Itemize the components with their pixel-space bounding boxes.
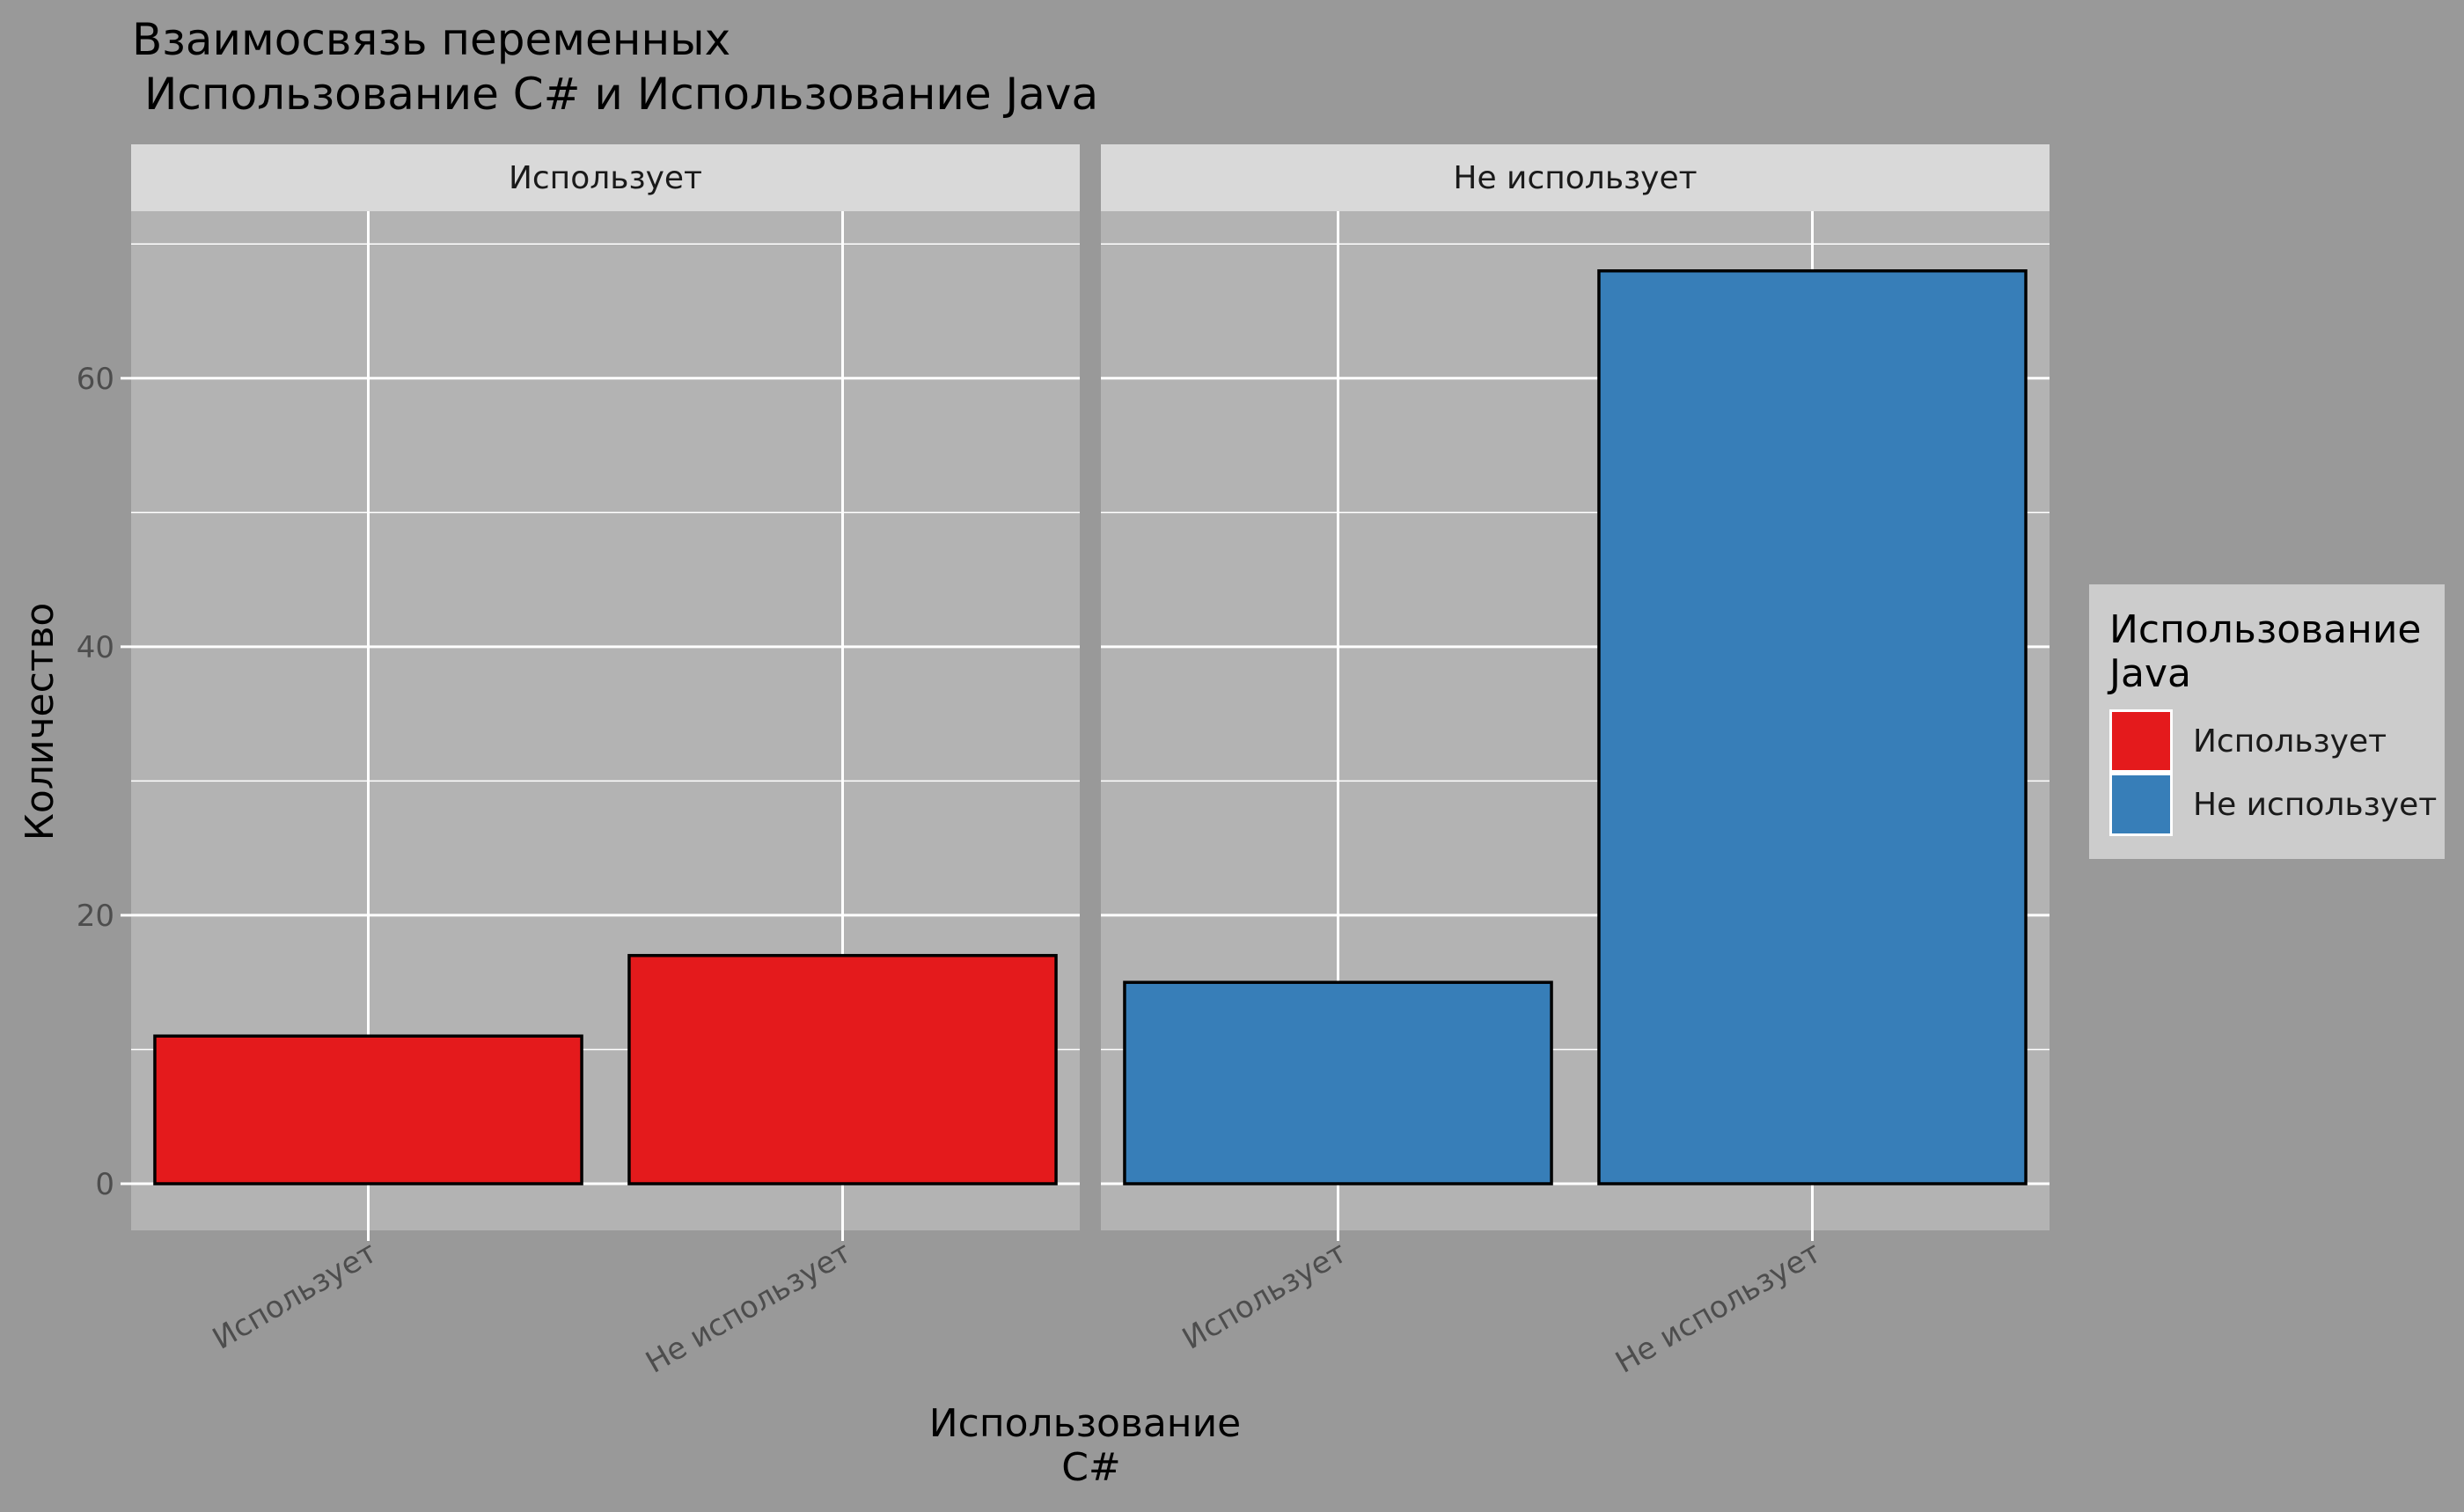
y-tick-label: 40: [77, 630, 114, 665]
legend-title: Использование Java: [2107, 607, 2434, 696]
y-tick-label: 20: [77, 899, 114, 934]
bar: [1123, 980, 1553, 1185]
y-axis-title: Количество: [18, 603, 62, 841]
legend-swatch: [2112, 775, 2170, 833]
facet-strip-label: Не использует: [1453, 160, 1697, 196]
bar: [1597, 269, 2028, 1185]
x-axis-title-line-1: Использование: [929, 1401, 1242, 1446]
chart-title-line-1: Взаимосвязь переменных: [132, 14, 730, 65]
y-tick-label: 0: [95, 1167, 114, 1202]
legend-entries: Использует Не использует: [2109, 709, 2437, 836]
legend-swatch: [2112, 712, 2170, 770]
chart-title: Взаимосвязь переменных Использование C# …: [132, 14, 1098, 120]
x-axis-title-line-2: C#: [1061, 1445, 1121, 1490]
legend: Использование Java Использует Не использу…: [2089, 584, 2445, 859]
x-axis-title: Использование C#: [929, 1401, 1254, 1490]
legend-label: Не использует: [2193, 787, 2437, 823]
facet-strip: [1101, 144, 2050, 211]
legend-label: Использует: [2193, 723, 2387, 760]
legend-title-line-1: Использование: [2109, 607, 2422, 652]
y-axis: 0 20 40 60: [77, 362, 131, 1202]
bar: [627, 953, 1058, 1185]
facet-strip: [131, 144, 1080, 211]
y-tick-label: 60: [77, 362, 114, 397]
facet-strip-label: Использует: [509, 160, 702, 196]
bar: [153, 1034, 583, 1185]
chart-title-line-2: Использование C# и Использование Java: [144, 69, 1098, 120]
legend-title-line-2: Java: [2107, 651, 2191, 696]
